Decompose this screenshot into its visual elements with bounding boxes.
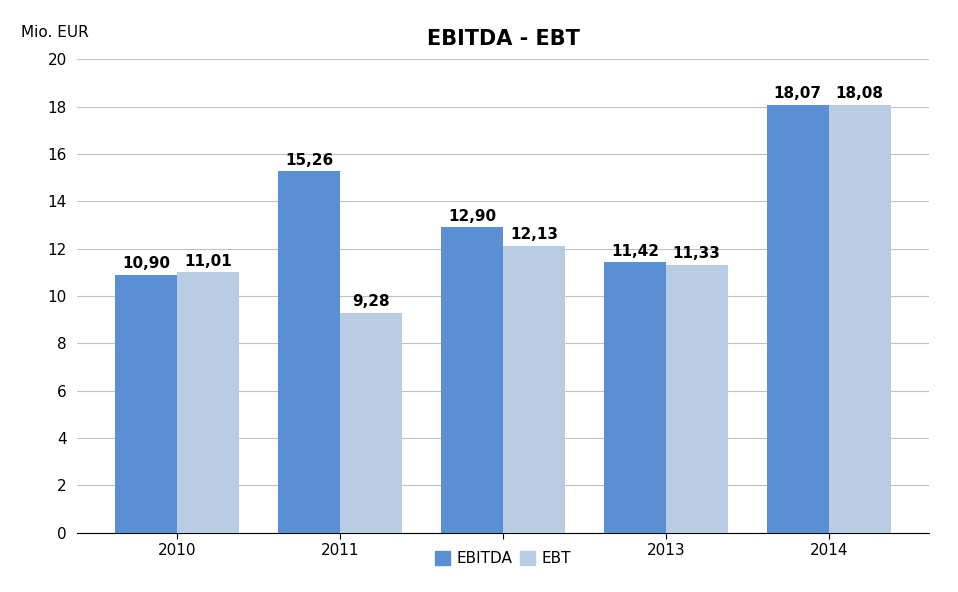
- Text: 18,08: 18,08: [835, 86, 883, 101]
- Text: 12,13: 12,13: [510, 227, 558, 242]
- Bar: [340, 313, 402, 533]
- Text: Mio. EUR: Mio. EUR: [21, 25, 89, 40]
- Bar: [177, 272, 240, 533]
- Text: 15,26: 15,26: [285, 153, 333, 168]
- Text: 9,28: 9,28: [353, 294, 390, 310]
- Text: 11,33: 11,33: [673, 246, 720, 261]
- Title: EBITDA - EBT: EBITDA - EBT: [426, 30, 580, 49]
- Bar: [829, 105, 891, 533]
- Bar: [666, 265, 728, 533]
- Legend: EBITDA, EBT: EBITDA, EBT: [429, 545, 577, 572]
- Text: 12,90: 12,90: [448, 209, 496, 224]
- Bar: [503, 246, 565, 533]
- Bar: [441, 227, 503, 533]
- Bar: [766, 105, 829, 533]
- Bar: [115, 275, 177, 533]
- Bar: [604, 262, 666, 533]
- Text: 18,07: 18,07: [774, 86, 822, 101]
- Text: 11,01: 11,01: [184, 253, 232, 269]
- Text: 11,42: 11,42: [611, 244, 659, 259]
- Bar: [278, 172, 340, 533]
- Text: 10,90: 10,90: [123, 256, 171, 271]
